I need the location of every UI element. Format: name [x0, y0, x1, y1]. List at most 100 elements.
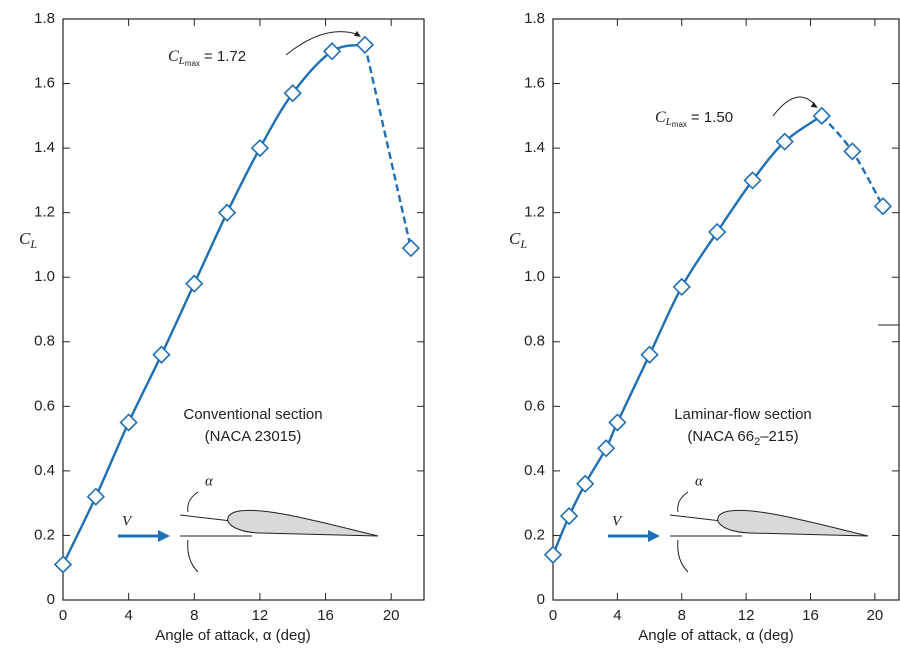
y-axis-label: CL — [19, 229, 37, 251]
data-marker — [355, 35, 375, 54]
annotation-text: = 1.72 — [204, 48, 246, 65]
y-tick-label: 0.4 — [34, 462, 55, 479]
annotation-subsub: max — [672, 120, 687, 129]
y-label-symbol: C — [19, 229, 31, 248]
y-tick-label: 1.8 — [524, 10, 545, 27]
curve-dashed — [363, 44, 413, 249]
angle-arc — [187, 491, 199, 513]
data-marker — [812, 106, 831, 125]
data-marker — [843, 142, 862, 161]
data-marker — [53, 555, 73, 574]
data-marker — [559, 506, 579, 526]
curve — [551, 114, 823, 556]
data-marker — [576, 474, 595, 493]
section-rest: –215) — [760, 428, 798, 445]
velocity-label: V — [612, 513, 623, 529]
annotation-arrowhead — [810, 101, 818, 108]
y-label-sub: L — [29, 237, 37, 251]
y-tick-label: 0.4 — [524, 462, 545, 479]
annotation-symbol: C — [168, 48, 179, 65]
velocity-label: V — [122, 513, 133, 529]
data-marker — [152, 345, 171, 364]
y-tick-label: 0 — [47, 591, 55, 608]
x-tick-label: 16 — [317, 607, 334, 624]
section-sub: 2 — [754, 436, 760, 448]
section-main: (NACA 66 — [687, 428, 754, 445]
annotation-arrowhead — [353, 30, 361, 37]
data-marker — [708, 222, 727, 242]
y-tick-label: 1.6 — [34, 75, 55, 92]
x-tick-label: 20 — [867, 607, 884, 624]
section-label: Laminar-flow section — [674, 406, 812, 423]
y-tick-label: 0.8 — [524, 333, 545, 350]
x-tick-label: 4 — [124, 607, 132, 624]
curve-dashed — [820, 115, 884, 207]
x-tick-label: 20 — [383, 607, 400, 624]
section-label: (NACA 662–215) — [687, 428, 798, 448]
x-tick-label: 12 — [738, 607, 755, 624]
y-tick-label: 0.8 — [34, 333, 55, 350]
plot-frame — [552, 18, 900, 601]
annotation-text: = 1.50 — [691, 109, 733, 126]
y-tick-label: 0.2 — [34, 526, 55, 543]
plot-frame — [62, 18, 425, 601]
angle-label: α — [205, 473, 214, 489]
annotation-sub: L — [665, 116, 672, 128]
angle-label: α — [695, 473, 704, 489]
x-tick-label: 8 — [678, 607, 686, 624]
y-tick-label: 1.0 — [524, 268, 545, 285]
angle-arc — [677, 491, 689, 513]
y-tick-label: 1.2 — [34, 204, 55, 221]
airfoil — [717, 509, 869, 537]
y-label-symbol: C — [509, 229, 521, 248]
data-marker — [543, 545, 563, 564]
annotation: CLmax = 1.50 — [655, 109, 733, 129]
section-label: Conventional section — [183, 406, 322, 423]
x-axis-label: Angle of attack, α (deg) — [155, 627, 310, 644]
data-marker — [743, 171, 762, 190]
data-marker — [596, 439, 616, 458]
data-marker — [873, 197, 893, 216]
y-tick-label: 1.6 — [524, 75, 545, 92]
annotation-symbol: C — [655, 109, 666, 126]
data-marker — [86, 487, 105, 506]
velocity-arrowhead — [648, 530, 660, 542]
y-tick-label: 0.6 — [34, 397, 55, 414]
y-tick-label: 1.2 — [524, 204, 545, 221]
velocity-arrowhead — [158, 530, 170, 542]
x-axis-label: Angle of attack, α (deg) — [638, 627, 793, 644]
x-tick-label: 8 — [190, 607, 198, 624]
data-marker — [250, 138, 270, 158]
annotation-arrow — [285, 31, 360, 56]
data-marker — [672, 277, 691, 297]
y-tick-label: 0.2 — [524, 526, 545, 543]
angle-arc — [677, 539, 689, 573]
x-tick-label: 4 — [613, 607, 621, 624]
y-tick-label: 0 — [537, 591, 545, 608]
x-tick-label: 0 — [549, 607, 557, 624]
y-tick-label: 1.0 — [34, 268, 55, 285]
data-marker — [119, 413, 138, 432]
angle-arc — [187, 539, 199, 573]
annotation-subsub: max — [185, 59, 200, 68]
data-marker — [217, 203, 237, 222]
curve — [61, 43, 366, 566]
data-marker — [640, 345, 659, 364]
data-marker — [185, 274, 204, 293]
y-tick-label: 1.4 — [34, 139, 55, 156]
data-marker — [608, 413, 627, 432]
y-axis-label: CL — [509, 229, 527, 251]
x-tick-label: 16 — [802, 607, 819, 624]
y-tick-label: 1.4 — [524, 139, 545, 156]
annotation-sub: L — [178, 55, 185, 67]
data-marker — [322, 42, 342, 61]
airfoil — [227, 509, 379, 537]
y-tick-label: 1.8 — [34, 10, 55, 27]
y-tick-label: 0.6 — [524, 397, 545, 414]
data-marker — [401, 239, 421, 258]
annotation-arrow — [772, 96, 817, 117]
section-label: (NACA 23015) — [205, 428, 302, 445]
data-marker — [775, 132, 794, 151]
annotation: CLmax = 1.72 — [168, 48, 246, 68]
